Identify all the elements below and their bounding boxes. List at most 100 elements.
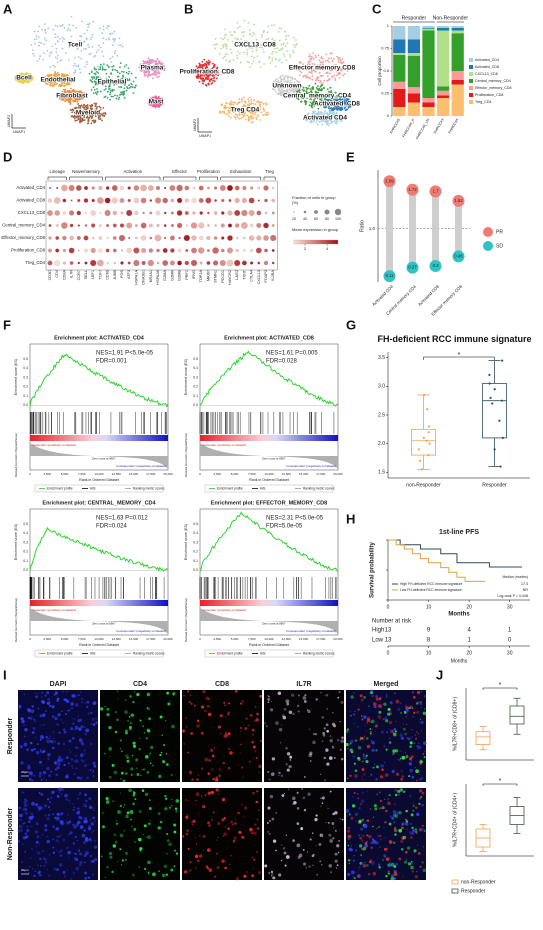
risk-title: Number at risk: [372, 619, 412, 625]
bar-segment: [451, 27, 464, 31]
signal: [88, 797, 92, 801]
y-tick-label: 0.3: [23, 540, 28, 544]
expression-dot: [61, 222, 68, 229]
cell-point: [337, 58, 340, 61]
signal: [350, 695, 354, 699]
cell-point: [328, 57, 330, 60]
signal: [237, 811, 240, 815]
signal: [306, 851, 309, 853]
cell-point: [104, 68, 107, 71]
cell-point: [91, 33, 94, 36]
signal: [196, 778, 199, 781]
signal: [370, 740, 373, 742]
signal: [79, 860, 83, 865]
signal: [378, 697, 382, 700]
signal: [397, 758, 399, 761]
signal: [259, 694, 263, 698]
cell-point: [54, 33, 57, 36]
signal: [353, 723, 355, 725]
cell-point: [64, 52, 67, 55]
cell-point: [255, 118, 258, 121]
signal: [329, 739, 333, 743]
signal: [381, 768, 384, 771]
cell-point: [29, 75, 32, 77]
signal: [363, 773, 366, 776]
signal: [423, 756, 426, 759]
cell-point: [49, 52, 52, 55]
expression-dot: [84, 224, 88, 227]
signal: [416, 832, 418, 835]
signal: [332, 711, 334, 714]
cell-point: [142, 66, 145, 69]
cell-point: [111, 65, 114, 68]
signal: [24, 811, 28, 815]
signal: [51, 696, 53, 698]
data-point: [423, 393, 426, 397]
signal: [53, 738, 55, 740]
cell-point: [71, 111, 73, 114]
signal: [402, 723, 405, 725]
expression-dot: [147, 259, 154, 267]
cell-point: [278, 49, 281, 52]
signal: [121, 859, 125, 862]
signal: [31, 847, 34, 850]
bar-segment: [451, 84, 464, 116]
expression-dot: [156, 224, 160, 227]
expression-dot: [213, 186, 218, 190]
cell-point: [35, 35, 38, 37]
cell-point: [202, 82, 204, 85]
cell-point: [252, 56, 255, 59]
signal: [173, 830, 177, 834]
signal: [366, 819, 370, 822]
signal: [103, 752, 106, 755]
signal: [31, 779, 34, 782]
signal: [52, 731, 55, 733]
signal: [414, 767, 416, 769]
signal: [358, 866, 361, 869]
expression-dot: [135, 224, 138, 227]
cell-point: [102, 55, 105, 58]
cell-point: [227, 115, 230, 117]
signal: [239, 702, 243, 705]
signal: [48, 735, 51, 738]
y-tick-label: 0.1: [23, 394, 28, 398]
cell-point: [210, 83, 213, 85]
signal: [411, 831, 415, 835]
cell-point: [226, 53, 229, 55]
cell-point: [242, 103, 245, 106]
cell-point: [247, 98, 250, 101]
cell-point: [112, 95, 115, 98]
signal: [359, 836, 363, 840]
signal: [130, 767, 134, 771]
signal: [385, 814, 387, 816]
signal: [26, 825, 29, 828]
cell-point: [29, 79, 32, 82]
axis-label: Cell proportion: [377, 56, 382, 86]
cell-point: [299, 100, 302, 103]
signal: [349, 710, 352, 713]
signal: [171, 724, 175, 729]
signal: [235, 876, 240, 881]
expression-dot: [264, 198, 268, 203]
signal: [267, 770, 270, 774]
cell-point: [278, 39, 281, 42]
signal: [277, 691, 282, 696]
signal: [422, 711, 427, 716]
cell-point: [233, 30, 235, 33]
cell-point: [77, 118, 80, 121]
cell-point: [59, 60, 62, 62]
value-label: 0.48: [454, 254, 463, 259]
signal: [377, 715, 382, 719]
expression-dot: [141, 260, 146, 266]
signal: [387, 728, 390, 730]
cell-point: [101, 50, 103, 53]
signal: [354, 774, 358, 778]
x-tick-label: 5,000: [231, 637, 239, 641]
cell-point: [262, 114, 265, 117]
signal: [75, 703, 79, 707]
signal: [320, 773, 322, 775]
stat: FDR=0.024: [96, 524, 128, 530]
signal: [172, 691, 176, 695]
expression-dot: [184, 185, 190, 191]
size-key-label: 60: [314, 217, 318, 221]
